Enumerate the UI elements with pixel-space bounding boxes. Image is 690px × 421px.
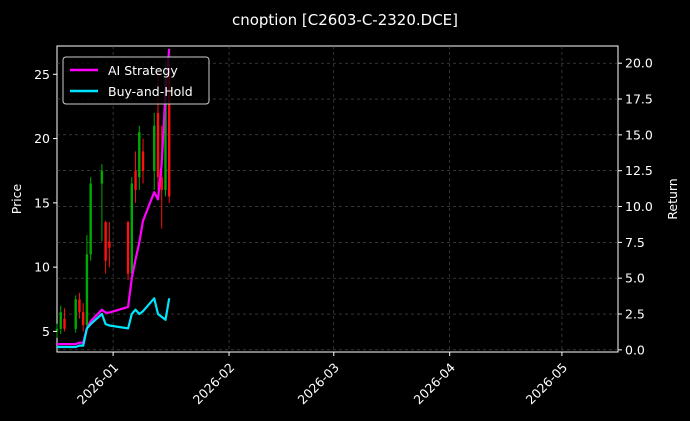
y-right-tick-label: 0.0 [625, 342, 645, 357]
y-axis-left-label: Price [9, 183, 24, 214]
legend-label-ai-strategy: AI Strategy [108, 63, 178, 78]
legend-box [62, 56, 210, 105]
x-axis: 2026-01 2026-02 2026-03 2026-04 2026-05 [74, 352, 570, 407]
y-right-tick-label: 7.5 [625, 235, 645, 250]
candle-body [164, 67, 167, 190]
y-left-tick-label: 5 [42, 324, 50, 339]
buy-and-hold-line [57, 297, 171, 349]
chart-title: cnoption [C2603-C-2320.DCE] [232, 11, 458, 29]
y-axis-right-label: Return [665, 178, 680, 219]
candle-body [134, 170, 137, 190]
y-axis-left: 5 10 15 20 25 [34, 67, 57, 339]
candle-body [100, 170, 104, 184]
candle-body [59, 312, 62, 329]
x-tick-label: 2026-02 [190, 360, 238, 408]
y-left-tick-label: 25 [34, 67, 50, 82]
legend: AI Strategy Buy-and-Hold [62, 56, 210, 105]
candle-body [168, 67, 171, 197]
y-right-tick-label: 10.0 [625, 199, 653, 214]
candle-body [74, 299, 77, 329]
y-right-tick-label: 20.0 [625, 56, 653, 71]
candle-body [55, 328, 59, 332]
candle-body [156, 112, 160, 178]
y-right-tick-label: 5.0 [625, 271, 645, 286]
y-left-tick-label: 15 [34, 195, 50, 210]
candlesticks [55, 61, 171, 338]
y-right-tick-label: 2.5 [625, 307, 645, 322]
candle-body [89, 183, 92, 255]
candle-body [81, 312, 85, 325]
x-tick-label: 2026-05 [523, 360, 571, 408]
y-axis-right: 0.0 2.5 5.0 7.5 10.0 12.5 15.0 17.5 20.0 [618, 56, 653, 357]
candle-body [78, 299, 81, 313]
candle-body [138, 132, 141, 178]
candle-body [126, 222, 130, 274]
legend-label-buy-and-hold: Buy-and-Hold [108, 84, 193, 99]
candle-body [153, 125, 156, 171]
x-tick-label: 2026-04 [410, 360, 458, 408]
return-lines [57, 48, 171, 349]
candle-body [63, 318, 66, 329]
candle-body [130, 183, 133, 274]
candle-body [104, 222, 107, 261]
candle-body [141, 151, 145, 171]
x-tick-label: 2026-03 [295, 360, 343, 408]
ai-strategy-line [57, 48, 171, 346]
y-left-tick-label: 20 [34, 131, 50, 146]
y-right-tick-label: 15.0 [625, 127, 653, 142]
candle-body [85, 254, 89, 325]
candle-body [160, 177, 163, 190]
y-left-tick-label: 10 [34, 260, 50, 275]
candle-body [108, 241, 111, 248]
y-right-tick-label: 17.5 [625, 92, 653, 107]
y-right-tick-label: 12.5 [625, 163, 653, 178]
x-tick-label: 2026-01 [74, 360, 122, 408]
